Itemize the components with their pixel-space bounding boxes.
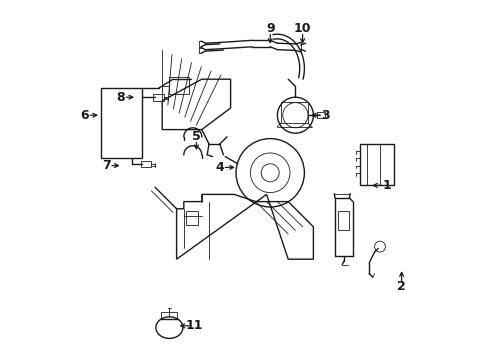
Text: 2: 2 (397, 280, 406, 293)
Text: 10: 10 (294, 22, 311, 35)
Text: 11: 11 (186, 319, 203, 332)
Text: 1: 1 (383, 179, 392, 192)
Bar (141, 161, 151, 167)
Ellipse shape (156, 317, 183, 338)
Text: 5: 5 (192, 130, 201, 143)
Bar (186, 211, 198, 225)
Bar (170, 77, 189, 94)
Text: 9: 9 (266, 22, 274, 35)
Bar (360, 144, 394, 185)
Circle shape (374, 241, 386, 252)
Bar (153, 94, 164, 101)
Text: 3: 3 (322, 109, 330, 122)
Bar (338, 211, 349, 230)
Text: 6: 6 (80, 109, 89, 122)
Bar (101, 88, 143, 158)
Circle shape (236, 139, 304, 207)
Circle shape (277, 97, 314, 133)
Text: 4: 4 (216, 161, 224, 174)
Bar (281, 102, 308, 123)
Bar (317, 112, 325, 118)
Bar (162, 312, 177, 319)
Text: 7: 7 (102, 159, 111, 172)
Text: 8: 8 (117, 91, 125, 104)
